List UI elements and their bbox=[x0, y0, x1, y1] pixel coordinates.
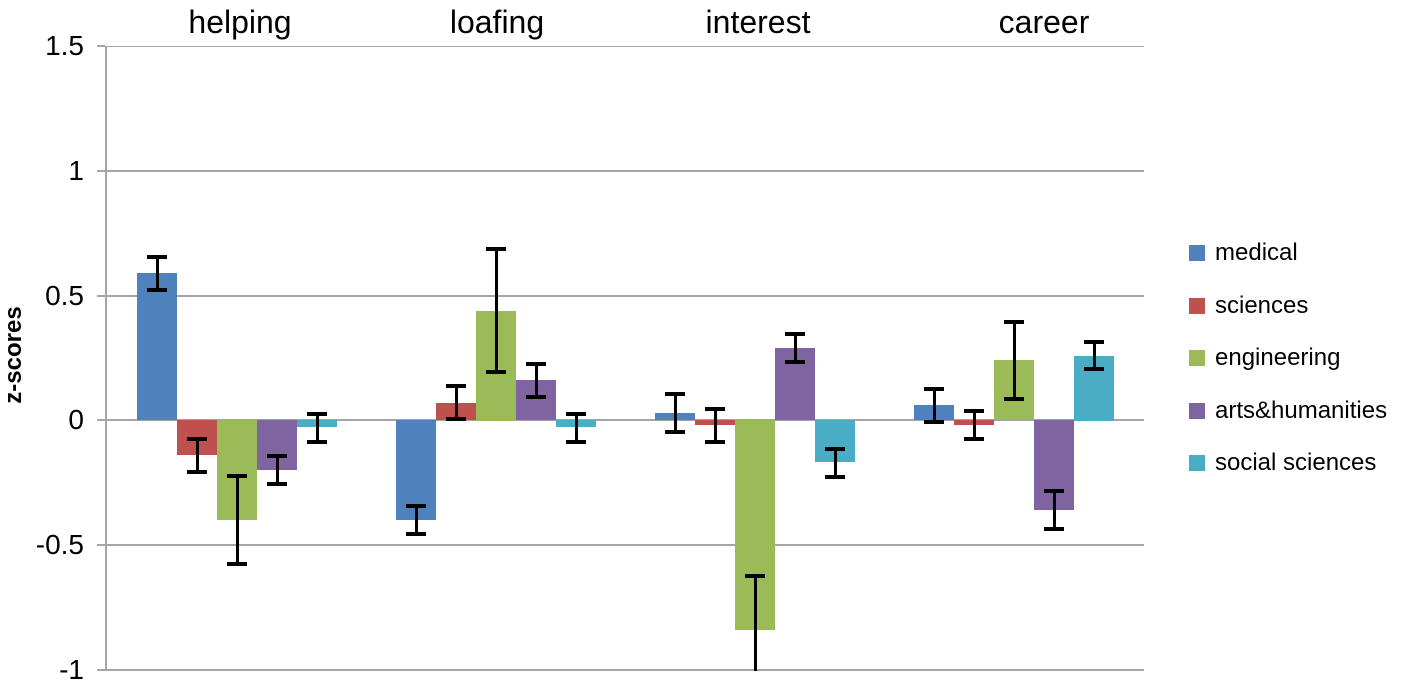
error-bar-engineering-loafing-cap-bottom bbox=[486, 370, 506, 374]
y-tick-label-1.5: 1.5 bbox=[45, 30, 84, 61]
error-bar-arts-humanities-career-cap-bottom bbox=[1044, 527, 1064, 531]
legend-swatch-social-sciences bbox=[1189, 455, 1205, 471]
error-bar-medical-helping-cap-bottom bbox=[147, 288, 167, 292]
error-bar-social-sciences-interest bbox=[834, 448, 837, 478]
error-bar-arts-humanities-loafing bbox=[535, 363, 538, 398]
error-bar-engineering-helping-cap-bottom bbox=[227, 562, 247, 566]
error-bar-arts-humanities-loafing-cap-top bbox=[526, 362, 546, 366]
error-bar-medical-interest-cap-bottom bbox=[665, 430, 685, 434]
gridline-y--0.5 bbox=[107, 544, 1144, 546]
error-bar-social-sciences-helping-cap-top bbox=[307, 412, 327, 416]
error-bar-sciences-helping-cap-top bbox=[187, 437, 207, 441]
error-bar-sciences-interest-cap-bottom bbox=[705, 440, 725, 444]
error-bar-medical-helping-cap-top bbox=[147, 255, 167, 259]
error-bar-social-sciences-career bbox=[1093, 341, 1096, 370]
error-bar-arts-humanities-interest-cap-top bbox=[785, 332, 805, 336]
error-bar-social-sciences-loafing-cap-bottom bbox=[566, 440, 586, 444]
tick-mark-0.5 bbox=[97, 295, 105, 297]
error-bar-sciences-loafing bbox=[455, 385, 458, 420]
error-bar-sciences-loafing-cap-bottom bbox=[446, 417, 466, 421]
error-bar-engineering-career bbox=[1013, 321, 1016, 400]
gridline-y-1.5 bbox=[107, 46, 1144, 47]
error-bar-arts-humanities-interest bbox=[794, 333, 797, 363]
error-bar-sciences-interest-cap-top bbox=[705, 407, 725, 411]
error-bar-sciences-career bbox=[973, 410, 976, 440]
tick-mark--1 bbox=[97, 669, 105, 671]
plot-area bbox=[105, 46, 1144, 671]
y-tick-label--1: -1 bbox=[59, 654, 84, 684]
legend-label: sciences bbox=[1215, 292, 1309, 319]
error-bar-social-sciences-helping bbox=[316, 413, 319, 443]
error-bar-medical-interest-cap-top bbox=[665, 392, 685, 396]
error-bar-engineering-interest bbox=[754, 575, 757, 671]
gridline-y--1 bbox=[107, 669, 1144, 671]
category-label-loafing: loafing bbox=[449, 4, 545, 40]
error-bar-social-sciences-interest-cap-top bbox=[825, 447, 845, 451]
category-label-career: career bbox=[998, 4, 1090, 40]
error-bar-arts-humanities-helping-cap-top bbox=[267, 454, 287, 458]
error-bar-social-sciences-career-cap-bottom bbox=[1084, 367, 1104, 371]
error-bar-social-sciences-loafing-cap-top bbox=[566, 412, 586, 416]
gridline-y-1 bbox=[107, 170, 1144, 172]
error-bar-sciences-interest bbox=[714, 408, 717, 443]
bar-medical-helping bbox=[137, 273, 177, 420]
legend-swatch-medical bbox=[1189, 245, 1205, 261]
error-bar-arts-humanities-interest-cap-bottom bbox=[785, 360, 805, 364]
error-bar-social-sciences-interest-cap-bottom bbox=[825, 475, 845, 479]
legend-label: engineering bbox=[1215, 344, 1341, 371]
error-bar-arts-humanities-career-cap-top bbox=[1044, 489, 1064, 493]
category-label-helping: helping bbox=[188, 4, 292, 40]
error-bar-sciences-helping-cap-bottom bbox=[187, 470, 207, 474]
legend-swatch-engineering bbox=[1189, 350, 1205, 366]
error-bar-medical-career-cap-top bbox=[924, 387, 944, 391]
error-bar-medical-loafing bbox=[415, 505, 418, 535]
legend-label: arts&humanities bbox=[1215, 397, 1388, 424]
y-tick-label-1: 1 bbox=[68, 155, 84, 186]
error-bar-medical-helping bbox=[156, 256, 159, 291]
tick-mark-1.5 bbox=[97, 45, 105, 47]
legend-label: social sciences bbox=[1215, 449, 1377, 476]
tick-mark-0 bbox=[97, 419, 105, 421]
error-bar-engineering-career-cap-top bbox=[1004, 320, 1024, 324]
gridline-y-0.5 bbox=[107, 295, 1144, 297]
error-bar-engineering-helping bbox=[236, 475, 239, 565]
legend-label: medical bbox=[1215, 239, 1298, 266]
error-bar-social-sciences-career-cap-top bbox=[1084, 340, 1104, 344]
legend-swatch-arts-humanities bbox=[1189, 403, 1205, 419]
error-bar-medical-career-cap-bottom bbox=[924, 420, 944, 424]
error-bar-social-sciences-loafing bbox=[575, 413, 578, 443]
error-bar-engineering-helping-cap-top bbox=[227, 474, 247, 478]
gridline-y-0 bbox=[107, 419, 1144, 421]
error-bar-arts-humanities-loafing-cap-bottom bbox=[526, 395, 546, 399]
error-bar-arts-humanities-career bbox=[1053, 490, 1056, 530]
error-bar-engineering-career-cap-bottom bbox=[1004, 397, 1024, 401]
tick-mark-1 bbox=[97, 170, 105, 172]
error-bar-medical-career bbox=[933, 388, 936, 423]
error-bar-engineering-loafing-cap-top bbox=[486, 247, 506, 251]
y-tick-label-0.5: 0.5 bbox=[45, 280, 84, 311]
error-bar-sciences-helping bbox=[196, 438, 199, 473]
category-label-interest: interest bbox=[705, 4, 811, 40]
tick-mark--0.5 bbox=[97, 544, 105, 546]
error-bar-sciences-career-cap-bottom bbox=[964, 437, 984, 441]
bar-medical-loafing bbox=[396, 420, 436, 520]
error-bar-arts-humanities-helping bbox=[276, 455, 279, 485]
y-tick-label--0.5: -0.5 bbox=[35, 529, 84, 560]
error-bar-sciences-career-cap-top bbox=[964, 409, 984, 413]
legend-swatch-sciences bbox=[1189, 298, 1205, 314]
error-bar-medical-interest bbox=[674, 393, 677, 433]
error-bar-social-sciences-helping-cap-bottom bbox=[307, 440, 327, 444]
error-bar-engineering-loafing bbox=[495, 248, 498, 373]
error-bar-medical-loafing-cap-top bbox=[406, 504, 426, 508]
error-bar-medical-loafing-cap-bottom bbox=[406, 532, 426, 536]
error-bar-engineering-interest-cap-top bbox=[745, 574, 765, 578]
error-bar-sciences-loafing-cap-top bbox=[446, 384, 466, 388]
y-tick-label-0: 0 bbox=[68, 404, 84, 435]
error-bar-arts-humanities-helping-cap-bottom bbox=[267, 482, 287, 486]
